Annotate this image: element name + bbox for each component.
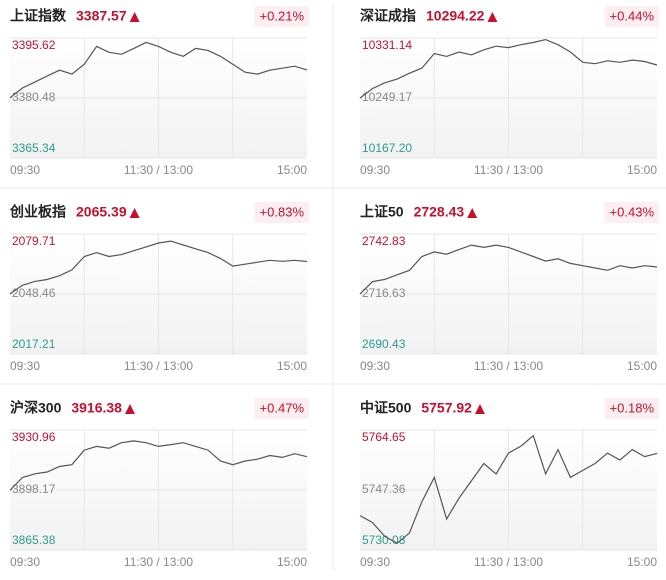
x-tick-label: 15:00 bbox=[627, 163, 657, 177]
index-change: +0.21% bbox=[260, 8, 305, 23]
index-panel: 中证500 5757.92 +0.18% 5730.08 5747.36 5764.65 0… bbox=[359, 398, 659, 569]
x-tick-label: 11:30 / 13:00 bbox=[124, 555, 193, 569]
x-tick-label: 15:00 bbox=[627, 555, 657, 569]
up-arrow bbox=[474, 404, 485, 414]
x-tick-label: 09:30 bbox=[10, 555, 40, 569]
index-change: +0.44% bbox=[610, 8, 655, 23]
index-name: 上证50 bbox=[360, 204, 404, 220]
y-tick-label: 2690.43 bbox=[362, 337, 406, 351]
change-badge bbox=[254, 202, 309, 223]
index-panel: 沪深300 3916.38 +0.47% 3865.38 3898.17 3930.96 0… bbox=[9, 398, 309, 569]
x-tick-label: 09:30 bbox=[10, 163, 40, 177]
y-tick-label: 2048.46 bbox=[12, 286, 56, 300]
x-tick-label: 15:00 bbox=[627, 359, 657, 373]
index-name: 中证500 bbox=[360, 400, 412, 416]
index-change: +0.18% bbox=[610, 400, 655, 415]
index-change: +0.47% bbox=[260, 400, 305, 415]
change-badge bbox=[604, 398, 659, 419]
y-tick-label: 3365.34 bbox=[12, 141, 56, 155]
x-tick-label: 11:30 / 13:00 bbox=[474, 163, 543, 177]
index-price: 2728.43 bbox=[414, 204, 465, 220]
index-change: +0.43% bbox=[610, 204, 655, 219]
y-tick-label: 5764.65 bbox=[362, 430, 406, 444]
index-name: 创业板指 bbox=[9, 204, 66, 220]
index-change: +0.83% bbox=[260, 204, 305, 219]
up-arrow bbox=[129, 208, 140, 218]
index-panel: 上证指数 3387.57 +0.21% 3365.34 3380.48 3395.62 09… bbox=[9, 6, 309, 177]
index-name: 上证指数 bbox=[10, 8, 67, 24]
y-tick-label: 10249.17 bbox=[362, 90, 412, 104]
x-tick-label: 15:00 bbox=[277, 163, 307, 177]
price-line bbox=[9, 240, 308, 295]
price-line bbox=[9, 440, 308, 491]
price-line bbox=[359, 434, 658, 545]
change-badge bbox=[254, 398, 309, 419]
up-arrow bbox=[124, 404, 135, 414]
up-arrow bbox=[487, 12, 498, 22]
x-tick-label: 15:00 bbox=[277, 555, 307, 569]
x-tick-label: 11:30 / 13:00 bbox=[124, 163, 193, 177]
index-price: 2065.39 bbox=[76, 204, 127, 220]
x-tick-label: 09:30 bbox=[360, 359, 390, 373]
y-tick-label: 2742.83 bbox=[362, 234, 406, 248]
x-tick-label: 11:30 / 13:00 bbox=[124, 359, 193, 373]
index-price: 3387.57 bbox=[76, 8, 127, 24]
x-tick-label: 15:00 bbox=[277, 359, 307, 373]
y-tick-label: 5730.08 bbox=[362, 533, 406, 547]
index-price: 10294.22 bbox=[426, 8, 485, 24]
y-tick-label: 2079.71 bbox=[12, 234, 56, 248]
price-line bbox=[9, 41, 308, 99]
index-panel: 深证成指 10294.22 +0.44% 10167.20 10249.17 10331.… bbox=[359, 6, 659, 177]
index-panel: 上证50 2728.43 +0.43% 2690.43 2716.63 2742.83 09… bbox=[359, 202, 659, 373]
y-tick-label: 10331.14 bbox=[362, 38, 412, 52]
index-name: 深证成指 bbox=[360, 8, 416, 24]
y-tick-label: 10167.20 bbox=[362, 141, 412, 155]
y-tick-label: 3898.17 bbox=[12, 482, 56, 496]
y-tick-label: 2716.63 bbox=[362, 286, 406, 300]
x-tick-label: 11:30 / 13:00 bbox=[474, 359, 543, 373]
change-badge bbox=[254, 6, 309, 27]
index-panel: 创业板指 2065.39 +0.83% 2017.21 2048.46 2079.71 09… bbox=[9, 202, 309, 373]
index-price: 3916.38 bbox=[71, 400, 122, 416]
x-tick-label: 11:30 / 13:00 bbox=[474, 555, 543, 569]
change-badge bbox=[604, 6, 659, 27]
price-line bbox=[359, 244, 658, 295]
change-badge bbox=[604, 202, 659, 223]
price-line bbox=[359, 38, 658, 99]
x-tick-label: 09:30 bbox=[10, 359, 40, 373]
y-tick-label: 3865.38 bbox=[12, 533, 56, 547]
x-tick-label: 09:30 bbox=[360, 555, 390, 569]
y-tick-label: 3930.96 bbox=[12, 430, 56, 444]
y-tick-label: 5747.36 bbox=[362, 482, 406, 496]
x-tick-label: 09:30 bbox=[360, 163, 390, 177]
index-price: 5757.92 bbox=[421, 400, 472, 416]
up-arrow bbox=[129, 12, 140, 22]
y-tick-label: 2017.21 bbox=[12, 337, 56, 351]
y-tick-label: 3380.48 bbox=[12, 90, 56, 104]
index-name: 沪深300 bbox=[10, 400, 62, 416]
y-tick-label: 3395.62 bbox=[12, 38, 56, 52]
up-arrow bbox=[467, 208, 478, 218]
